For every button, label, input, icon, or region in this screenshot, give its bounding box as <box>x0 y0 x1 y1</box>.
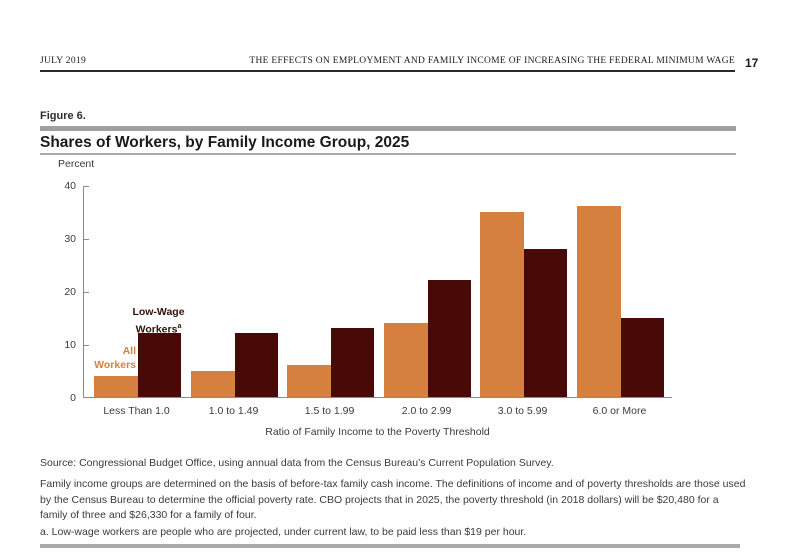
bar-all-workers-4 <box>480 211 524 397</box>
figure-label: Figure 6. <box>40 110 86 122</box>
y-tick-mark-20 <box>84 292 89 293</box>
x-category-label-1: 1.0 to 1.49 <box>208 405 259 417</box>
bar-low-wage-workers-5 <box>621 317 664 397</box>
x-category-label-0: Less Than 1.0 <box>103 405 170 417</box>
y-tick-label-30: 30 <box>64 232 76 245</box>
page-bottom-divider <box>40 544 740 548</box>
x-category-label-5: 6.0 or More <box>592 405 647 417</box>
legend-all-workers: All Workers <box>58 345 136 372</box>
bar-all-workers-5 <box>577 206 621 397</box>
x-category-label-2: 1.5 to 1.99 <box>304 405 355 417</box>
bar-all-workers-2 <box>287 365 331 397</box>
legend-low-wage-line2: Workers <box>135 323 178 335</box>
y-tick-mark-40 <box>84 186 89 187</box>
header-report-title: THE EFFECTS ON EMPLOYMENT AND FAMILY INC… <box>249 56 735 66</box>
footnote-a: a. Low-wage workers are people who are p… <box>40 526 527 538</box>
page-number: 17 <box>745 56 759 70</box>
x-category-label-3: 2.0 to 2.99 <box>401 405 452 417</box>
bar-all-workers-3 <box>384 322 428 397</box>
bar-low-wage-workers-0 <box>138 333 181 397</box>
bar-low-wage-workers-2 <box>331 328 374 397</box>
legend-low-wage-workers: Low-Wage Workersa <box>117 306 200 337</box>
bar-low-wage-workers-1 <box>235 333 278 397</box>
notes-paragraph: Family income groups are determined on t… <box>40 478 746 521</box>
source-note: Source: Congressional Budget Office, usi… <box>40 457 554 469</box>
x-axis-title: Ratio of Family Income to the Poverty Th… <box>265 426 490 438</box>
bar-low-wage-workers-4 <box>524 248 567 397</box>
figure-title: Shares of Workers, by Family Income Grou… <box>40 134 410 151</box>
y-tick-label-40: 40 <box>64 179 76 192</box>
y-tick-label-10: 10 <box>64 338 76 351</box>
plot-area <box>83 186 672 398</box>
legend-low-wage-line1: Low-Wage <box>132 306 185 318</box>
x-category-label-4: 3.0 to 5.99 <box>497 405 548 417</box>
y-tick-label-0: 0 <box>70 391 76 404</box>
bar-all-workers-0 <box>94 375 138 397</box>
y-axis-unit-label: Percent <box>58 158 95 170</box>
header-date: JULY 2019 <box>40 56 86 66</box>
y-tick-label-20: 20 <box>64 285 76 298</box>
legend-all-workers-line1: All <box>122 345 136 357</box>
legend-all-workers-line2: Workers <box>94 358 136 371</box>
bar-chart: All Workers Low-Wage Workersa Ratio of F… <box>40 179 757 439</box>
y-tick-mark-30 <box>84 239 89 240</box>
y-tick-mark-10 <box>84 345 89 346</box>
page-header: JULY 2019 THE EFFECTS ON EMPLOYMENT AND … <box>40 56 760 72</box>
header-rule: JULY 2019 THE EFFECTS ON EMPLOYMENT AND … <box>40 56 735 72</box>
legend-low-wage-footnote-marker: a <box>177 322 182 330</box>
figure-title-divider <box>40 153 736 155</box>
bar-low-wage-workers-3 <box>428 280 471 397</box>
bar-all-workers-1 <box>191 370 235 397</box>
figure-top-divider <box>40 126 736 131</box>
